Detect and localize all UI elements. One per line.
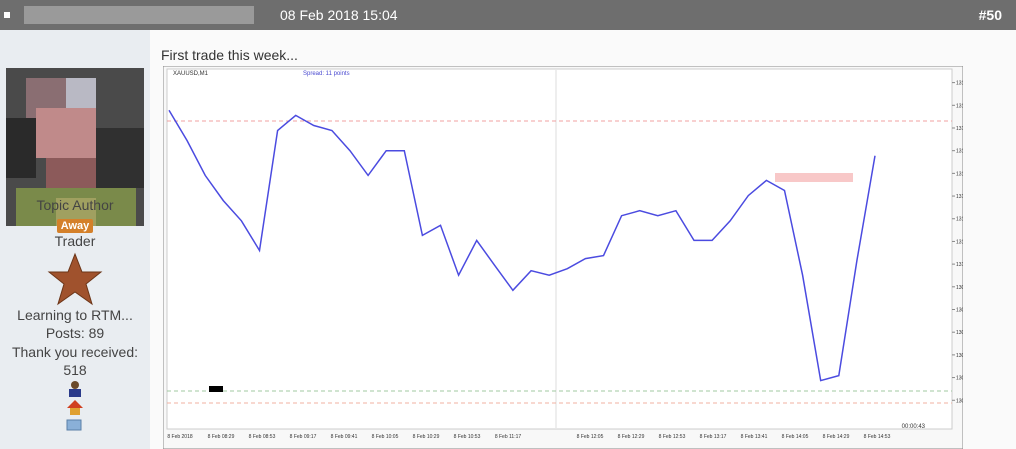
y-tick-label: 1313.85 bbox=[956, 81, 963, 87]
x-tick-label: 8 Feb 09:41 bbox=[331, 434, 358, 440]
x-tick-label: 8 Feb 13:17 bbox=[700, 434, 727, 440]
x-tick-label: 8 Feb 12:29 bbox=[618, 434, 645, 440]
thanks-count: 518 bbox=[63, 362, 87, 378]
x-tick-label: 8 Feb 08:53 bbox=[249, 434, 276, 440]
post-number[interactable]: #50 bbox=[978, 7, 1002, 23]
y-tick-label: 1309.35 bbox=[956, 308, 963, 314]
profile-icons[interactable] bbox=[65, 380, 85, 416]
x-tick-label: 8 Feb 11:17 bbox=[495, 434, 522, 440]
spread-label: Spread: 11 points bbox=[303, 71, 350, 77]
trade-chart-image[interactable]: XAUUSD,M1 Spread: 11 points 00:00:43 131… bbox=[163, 66, 963, 449]
y-tick-label: 1309.80 bbox=[956, 285, 963, 291]
y-tick-label: 1307.55 bbox=[956, 398, 963, 404]
x-tick-label: 8 Feb 14:53 bbox=[864, 434, 891, 440]
x-tick-label: 8 Feb 14:05 bbox=[782, 434, 809, 440]
x-tick-label: 8 Feb 09:17 bbox=[290, 434, 317, 440]
author-role: Topic Author bbox=[36, 197, 114, 213]
post-text: First trade this week... bbox=[161, 47, 298, 63]
author-rank: Trader bbox=[54, 233, 96, 249]
y-tick-label: 1310.25 bbox=[956, 262, 963, 268]
x-tick-label: 8 Feb 10:05 bbox=[372, 434, 399, 440]
y-tick-label: 1310.70 bbox=[956, 239, 963, 245]
x-tick-label: 8 Feb 13:41 bbox=[741, 434, 768, 440]
x-tick-label: 8 Feb 12:53 bbox=[659, 434, 686, 440]
status-badge: Away bbox=[56, 219, 94, 233]
y-tick-label: 1312.05 bbox=[956, 171, 963, 177]
post-date: 08 Feb 2018 15:04 bbox=[280, 7, 398, 23]
author-panel: Topic Author Away Trader Learning to RTM… bbox=[0, 30, 150, 449]
post-icon bbox=[4, 12, 10, 18]
x-tick-label: 8 Feb 14:29 bbox=[823, 434, 850, 440]
blurred-username bbox=[24, 6, 254, 24]
x-tick-label: 8 Feb 10:53 bbox=[454, 434, 481, 440]
symbol-label: XAUUSD,M1 bbox=[173, 71, 209, 77]
post-header: 08 Feb 2018 15:04 #50 bbox=[0, 0, 1016, 30]
timer-label: 00:00:43 bbox=[902, 424, 926, 430]
x-tick-label: 8 Feb 08:29 bbox=[208, 434, 235, 440]
x-tick-label: 8 Feb 12:05 bbox=[577, 434, 604, 440]
x-tick-label: 8 Feb 10:29 bbox=[413, 434, 440, 440]
y-tick-label: 1313.40 bbox=[956, 103, 963, 109]
y-tick-label: 1312.95 bbox=[956, 126, 963, 132]
author-posts: Posts: 89 bbox=[45, 325, 105, 341]
thanks-label: Thank you received: bbox=[11, 344, 139, 360]
rank-star bbox=[47, 252, 103, 306]
price-line bbox=[168, 109, 876, 382]
y-tick-label: 1312.50 bbox=[956, 149, 963, 155]
message-icon[interactable] bbox=[66, 419, 82, 433]
x-tick-label: 8 Feb 2018 bbox=[167, 434, 193, 440]
author-title: Learning to RTM... bbox=[17, 307, 133, 323]
